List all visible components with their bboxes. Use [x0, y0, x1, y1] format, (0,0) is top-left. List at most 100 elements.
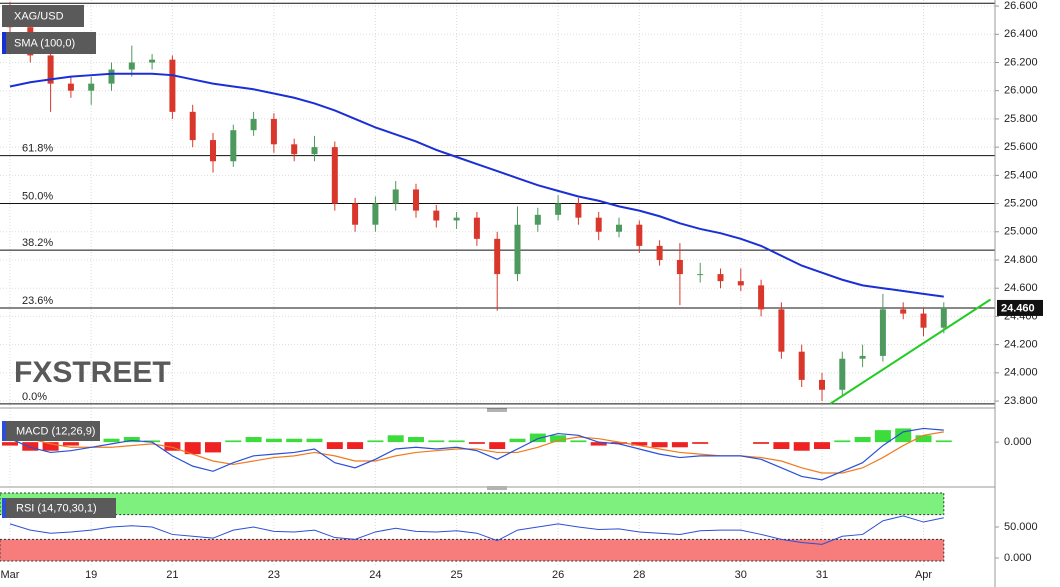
- candle-body: [67, 83, 74, 91]
- fib-label: 61.8%: [22, 143, 53, 155]
- label-stripe: [2, 421, 6, 441]
- candle-body: [940, 307, 947, 328]
- candle-body: [189, 111, 196, 141]
- y-tick-label: 24.800: [1004, 254, 1038, 266]
- histogram-bar: [123, 437, 140, 443]
- histogram-bar: [408, 437, 424, 443]
- watermark: FXSTREET: [14, 356, 171, 389]
- y-tick-label: 0.000: [1004, 436, 1032, 448]
- histogram-bar: [834, 440, 851, 443]
- layers: Mar 19 21 23 24 25 26 28 30 31 Apr 23.800 24.000 24.2…: [0, 0, 1043, 581]
- x-tick-label: 25: [450, 569, 462, 581]
- histogram-bar: [570, 440, 587, 443]
- histogram-bar: [935, 440, 952, 443]
- y-tick-label: 25.800: [1004, 113, 1038, 125]
- x-tick-label: 21: [166, 569, 178, 581]
- y-tick-label: 26.200: [1004, 56, 1038, 68]
- candle-body: [169, 59, 176, 112]
- candle-body: [210, 140, 216, 162]
- candle-body: [413, 189, 419, 211]
- histogram-bar: [915, 435, 932, 443]
- histogram-bar: [895, 428, 912, 443]
- histogram-bar: [326, 442, 343, 449]
- label-box: [2, 32, 96, 54]
- candle-body: [636, 224, 643, 246]
- y-tick-label: 25.200: [1004, 197, 1038, 209]
- histogram-bar: [2, 442, 18, 446]
- overbought-band: [0, 492, 945, 516]
- rsi-line: [9, 515, 944, 545]
- histogram-bar: [692, 442, 709, 444]
- candle-body: [737, 281, 744, 286]
- y-tick-label: 0.000: [1004, 552, 1032, 564]
- histogram-bar: [874, 430, 891, 443]
- candle-body: [108, 69, 115, 84]
- x-tick-label: 23: [268, 569, 280, 581]
- histogram-bar: [164, 442, 181, 451]
- histogram-bar: [306, 438, 323, 443]
- label-box: [2, 498, 116, 518]
- candle-body: [717, 274, 724, 282]
- y-tick-label: 50.000: [1004, 521, 1038, 533]
- histogram-bar: [428, 440, 445, 443]
- sma-line: [9, 72, 944, 298]
- x-tick-label: 28: [633, 569, 645, 581]
- oversold-band: [0, 538, 945, 562]
- histogram-bar: [671, 442, 688, 448]
- candle-body: [676, 259, 683, 275]
- histogram-bar: [387, 435, 404, 443]
- histogram-bar: [753, 442, 770, 444]
- histogram-bar: [468, 442, 485, 444]
- x-tick-label: 30: [735, 569, 747, 581]
- candle-body: [758, 285, 765, 310]
- candle-body: [494, 238, 501, 275]
- candle-body: [879, 309, 886, 356]
- histogram-bar: [367, 440, 384, 443]
- candle-body: [697, 274, 704, 276]
- histogram-bar: [265, 438, 282, 443]
- candle-body: [534, 214, 541, 225]
- histogram-bar: [448, 440, 465, 443]
- candle-body: [798, 351, 805, 380]
- candle-body: [514, 224, 521, 275]
- histogram-bar: [611, 442, 627, 444]
- histogram-bar: [651, 442, 668, 448]
- x-tick-label: 19: [85, 569, 97, 581]
- x-tick-label: 26: [552, 569, 564, 581]
- histogram-bar: [529, 433, 546, 443]
- histogram-bar: [489, 442, 506, 449]
- candle-body: [473, 217, 480, 239]
- histogram-bar: [245, 437, 262, 443]
- candle-body: [433, 210, 440, 221]
- fib-label: 38.2%: [22, 237, 53, 249]
- candle-body: [311, 147, 318, 155]
- fib-label: 23.6%: [22, 295, 53, 307]
- fib-label: 100.0%: [22, 0, 60, 2]
- candle-body: [352, 203, 359, 225]
- histogram-bar: [225, 440, 242, 443]
- macd-line: [9, 427, 944, 481]
- candle-body: [595, 217, 602, 232]
- sma-label: SMA (100,0): [14, 37, 75, 49]
- histogram-bar: [550, 435, 567, 443]
- candle-body: [920, 313, 927, 328]
- candle-body: [778, 309, 785, 352]
- signal-line: [9, 431, 944, 474]
- histogram-bar: [22, 442, 39, 451]
- y-tick-label: 24.200: [1004, 339, 1038, 351]
- candle-body: [47, 55, 54, 84]
- histogram-bar: [773, 442, 790, 449]
- histogram-bar: [793, 442, 810, 451]
- histogram-bar: [590, 442, 607, 446]
- x-tick-label: Mar: [1, 569, 20, 581]
- candle-body: [250, 118, 257, 131]
- candle-body: [453, 217, 460, 221]
- y-tick-label: 25.600: [1004, 141, 1038, 153]
- candle-body: [859, 355, 866, 359]
- candle-body: [270, 118, 277, 145]
- histogram-bar: [205, 442, 221, 453]
- y-tick-label: 23.800: [1004, 395, 1038, 407]
- histogram-bar: [286, 438, 303, 443]
- label-box: [2, 5, 84, 27]
